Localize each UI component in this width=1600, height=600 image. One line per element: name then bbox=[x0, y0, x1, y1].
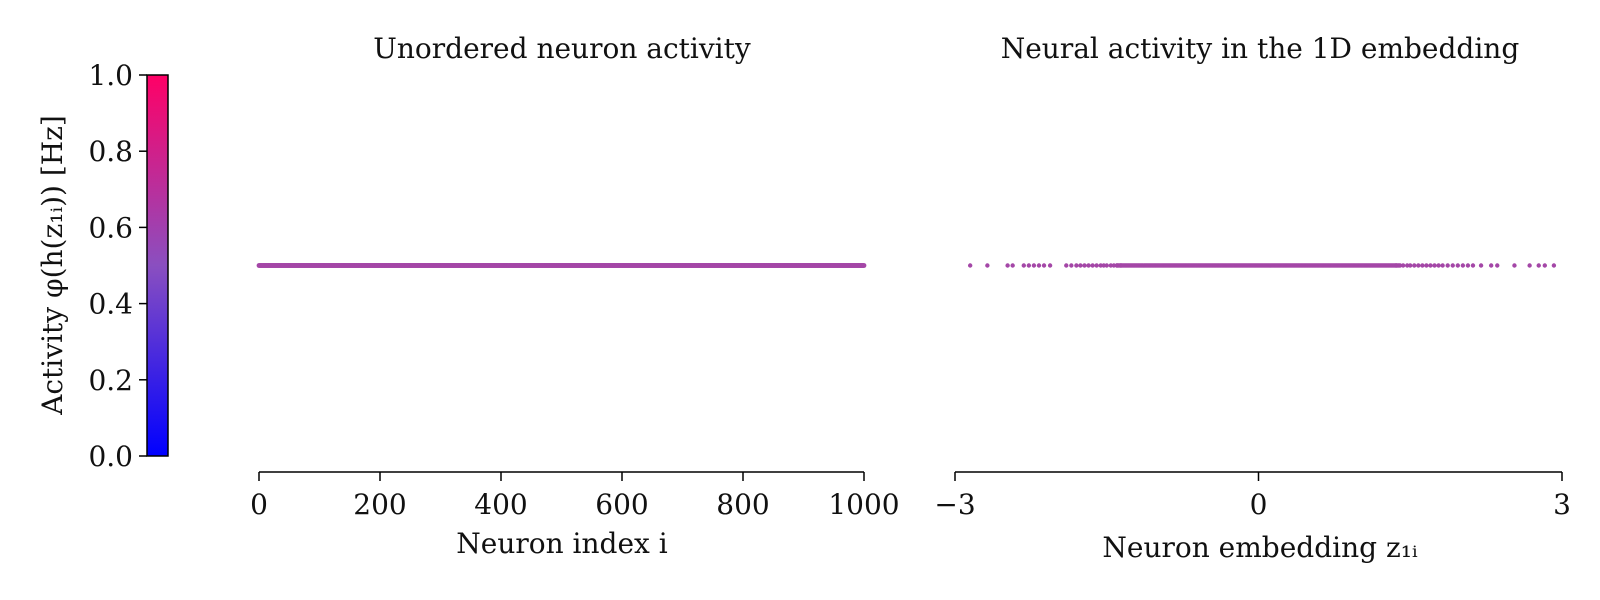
right-data-point bbox=[1041, 263, 1047, 268]
right-data-point bbox=[1094, 263, 1099, 268]
right-data-point bbox=[1450, 263, 1455, 268]
right-data-point bbox=[1400, 263, 1406, 268]
right-data-point bbox=[1542, 263, 1548, 268]
left-x-ticks: 0 200 400 600 800 1000 bbox=[250, 472, 900, 521]
right-data-point bbox=[1420, 263, 1425, 268]
right-data-point bbox=[1111, 263, 1117, 268]
right-x-tick-label: −3 bbox=[934, 488, 975, 521]
right-data-point bbox=[985, 263, 990, 268]
colorbar-tick-label: 0.2 bbox=[88, 364, 133, 397]
right-data-point bbox=[1104, 263, 1109, 268]
right-x-ticks: −3 0 3 bbox=[934, 472, 1571, 521]
panel-unordered: Unordered neuron activity 0 200 400 600 800 1… bbox=[250, 32, 900, 560]
right-data-point bbox=[1455, 263, 1460, 268]
right-x-tick-label: 0 bbox=[1250, 488, 1268, 521]
right-data-point bbox=[1436, 263, 1441, 268]
right-data-point bbox=[1465, 263, 1471, 268]
right-data-point bbox=[1440, 263, 1445, 268]
right-data-point bbox=[1108, 263, 1113, 268]
left-data-point bbox=[861, 263, 867, 268]
colorbar-tick-label: 0.6 bbox=[88, 211, 133, 244]
colorbar-gradient bbox=[146, 74, 169, 457]
left-points bbox=[256, 263, 867, 268]
right-data-point bbox=[1405, 263, 1410, 268]
colorbar-tick-label: 0.0 bbox=[88, 440, 133, 473]
right-data-point bbox=[967, 263, 973, 268]
right-data-point bbox=[1416, 263, 1421, 268]
right-data-point bbox=[1098, 263, 1103, 268]
left-chart-title: Unordered neuron activity bbox=[373, 32, 751, 65]
colorbar-tick-label: 0.8 bbox=[88, 135, 133, 168]
left-x-tick-label: 800 bbox=[716, 488, 769, 521]
right-data-point bbox=[1412, 263, 1417, 268]
colorbar-tick-label: 0.4 bbox=[88, 288, 133, 321]
right-data-point bbox=[1101, 263, 1106, 268]
right-chart-title: Neural activity in the 1D embedding bbox=[1001, 32, 1520, 65]
left-x-tick-label: 1000 bbox=[828, 488, 899, 521]
left-x-tick-label: 600 bbox=[595, 488, 648, 521]
right-data-point bbox=[1428, 263, 1433, 268]
left-x-label: Neuron index i bbox=[456, 527, 667, 560]
right-data-point bbox=[1424, 263, 1429, 268]
right-data-point bbox=[1488, 263, 1494, 268]
right-data-point bbox=[1536, 263, 1541, 268]
right-data-point bbox=[1527, 263, 1532, 268]
right-data-point bbox=[1069, 263, 1074, 268]
right-data-point bbox=[1082, 263, 1087, 268]
right-data-point bbox=[1445, 263, 1450, 268]
right-data-point bbox=[1036, 263, 1042, 268]
right-data-point bbox=[1408, 263, 1413, 268]
colorbar-ticks: 0.0 0.2 0.4 0.6 0.8 1.0 bbox=[88, 59, 147, 473]
colorbar-tick-label: 1.0 bbox=[88, 59, 133, 92]
right-data-point bbox=[1396, 263, 1402, 268]
colorbar-label: Activity φ(h(z₁ᵢ)) [Hz] bbox=[36, 115, 69, 416]
right-data-point bbox=[1478, 263, 1484, 268]
right-data-point bbox=[1005, 263, 1010, 268]
right-x-tick-label: 3 bbox=[1553, 488, 1571, 521]
right-points bbox=[967, 263, 1557, 268]
panel-embedding: Neural activity in the 1D embedding −3 0 3… bbox=[934, 32, 1571, 564]
right-data-point bbox=[1432, 263, 1437, 268]
right-data-point bbox=[1031, 263, 1037, 268]
left-x-tick-label: 200 bbox=[353, 488, 406, 521]
right-x-label: Neuron embedding z₁ᵢ bbox=[1102, 531, 1418, 564]
right-data-point bbox=[1090, 263, 1095, 268]
right-data-point bbox=[1047, 263, 1053, 268]
right-data-point bbox=[1021, 263, 1026, 268]
left-x-tick-label: 0 bbox=[250, 488, 268, 521]
right-data-point bbox=[1460, 263, 1466, 268]
right-data-point bbox=[1495, 263, 1500, 268]
left-x-tick-label: 400 bbox=[474, 488, 527, 521]
right-data-point bbox=[1010, 263, 1015, 268]
colorbar: 0.0 0.2 0.4 0.6 0.8 1.0 Activity φ(h(z₁ᵢ)) [H… bbox=[36, 59, 169, 473]
right-data-point bbox=[1064, 263, 1069, 268]
right-data-point bbox=[1078, 263, 1083, 268]
right-data-point bbox=[1551, 263, 1557, 268]
right-data-point bbox=[1074, 263, 1079, 268]
right-data-point bbox=[1026, 263, 1032, 268]
right-data-point bbox=[1470, 263, 1476, 268]
right-data-point bbox=[1512, 263, 1517, 268]
right-data-point bbox=[1086, 263, 1091, 268]
